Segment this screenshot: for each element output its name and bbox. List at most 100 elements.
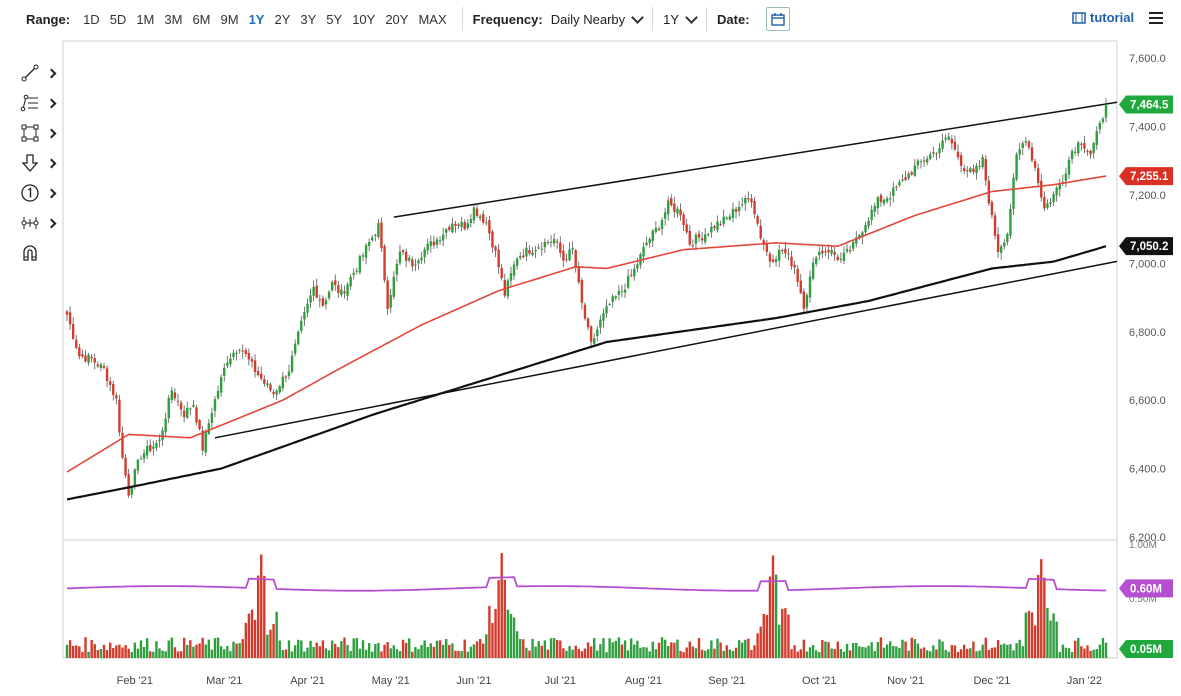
- candle-body: [1033, 161, 1037, 168]
- volume-bar: [99, 649, 103, 658]
- range-button-1y[interactable]: 1Y: [248, 11, 265, 27]
- candle-body: [762, 240, 765, 245]
- candle-body: [1012, 177, 1015, 209]
- candle-body: [250, 359, 254, 362]
- volume-bar: [938, 639, 941, 658]
- volume-bar: [975, 651, 978, 658]
- volume-bar: [574, 645, 577, 658]
- rectangle-tool-icon: [21, 124, 39, 142]
- volume-bar: [201, 637, 204, 658]
- volume-bar: [528, 650, 531, 658]
- volume-bar: [1077, 637, 1080, 658]
- volume-bar: [827, 642, 830, 658]
- volume-bar: [213, 638, 217, 658]
- y-tick-label: 6,400.0: [1129, 464, 1166, 476]
- candle-body: [851, 241, 855, 249]
- volume-bar: [864, 647, 867, 658]
- volume-bar: [577, 648, 580, 658]
- volume-bar: [361, 640, 365, 658]
- divider: [461, 7, 463, 31]
- volume-bar: [1036, 574, 1040, 658]
- magnet-tool[interactable]: [20, 238, 60, 268]
- range-button-5y[interactable]: 5Y: [326, 11, 343, 27]
- candle-body: [577, 266, 580, 283]
- range-button-3y[interactable]: 3Y: [300, 11, 317, 27]
- volume-bar: [389, 648, 392, 658]
- volume-bar: [469, 646, 473, 658]
- candle-body: [707, 233, 710, 235]
- volume-bar: [593, 638, 596, 658]
- x-tick-label: Oct '21: [802, 675, 837, 687]
- candle-body: [525, 247, 528, 257]
- candle-body: [938, 148, 941, 154]
- volume-bar: [158, 648, 161, 658]
- volume-bar: [534, 646, 537, 658]
- candle-body: [953, 141, 957, 150]
- volume-bar: [272, 623, 275, 658]
- range-button-5d[interactable]: 5D: [109, 11, 127, 27]
- candle-body: [580, 280, 584, 303]
- trendline-tool[interactable]: [20, 58, 60, 88]
- candle-body: [645, 242, 648, 246]
- candle-body: [972, 168, 975, 172]
- volume-bar: [950, 645, 954, 658]
- price-chart[interactable]: 6,200.0 6,400.0 6,600.0 6,800.0 7,000.0 7,200…: [0, 38, 1181, 696]
- range-button-6m[interactable]: 6M: [192, 11, 211, 27]
- candle-body: [380, 222, 383, 249]
- range-button-3m[interactable]: 3M: [164, 11, 183, 27]
- volume-bar: [420, 644, 423, 658]
- drawing-tools-panel: [20, 58, 60, 268]
- candle-body: [1086, 150, 1089, 152]
- range-button-2y[interactable]: 2Y: [274, 11, 291, 27]
- candle-body: [226, 362, 229, 366]
- volume-bar: [506, 609, 510, 658]
- candle-body: [543, 241, 547, 248]
- hamburger-menu-icon[interactable]: [1149, 12, 1163, 24]
- toolbar: Range: 1D 5D 1M 3M 6M 9M 1Y 2Y 3Y 5Y 10Y 20Y MAX Fre…: [0, 0, 1181, 38]
- measure-tool[interactable]: [20, 208, 60, 238]
- tutorial-link[interactable]: tutorial: [1072, 10, 1134, 25]
- candle-body: [167, 398, 170, 419]
- candle-body: [636, 264, 639, 269]
- range-button-1d[interactable]: 1D: [83, 11, 100, 27]
- candle-body: [503, 280, 506, 296]
- volume-bar: [136, 648, 140, 658]
- frequency-dropdown[interactable]: Daily Nearby: [551, 10, 645, 27]
- candle-body: [657, 228, 661, 231]
- moving-averages: [66, 175, 1107, 501]
- candle-body: [327, 291, 331, 299]
- candle-body: [670, 198, 673, 206]
- range-button-1m[interactable]: 1M: [136, 11, 155, 27]
- volume-bar: [343, 637, 346, 658]
- candle-body: [654, 227, 658, 232]
- candle-body: [716, 221, 719, 230]
- range-button-max[interactable]: MAX: [418, 11, 447, 27]
- range-button-10y[interactable]: 10Y: [352, 11, 376, 27]
- volume-bar: [771, 555, 775, 658]
- candle-body: [512, 264, 516, 276]
- range-button-9m[interactable]: 9M: [220, 11, 239, 27]
- candle-body: [660, 220, 664, 230]
- chart-frame: [62, 40, 1118, 659]
- range-button-20y[interactable]: 20Y: [385, 11, 409, 27]
- rectangle-tool[interactable]: [20, 118, 60, 148]
- candle-body: [771, 259, 775, 262]
- candle-body: [429, 241, 433, 246]
- candle-body: [848, 249, 852, 251]
- volume-bar: [731, 650, 735, 658]
- trendlines[interactable]: [214, 101, 1118, 439]
- fib-levels-tool[interactable]: [20, 88, 60, 118]
- candle-body: [472, 207, 476, 221]
- candle-body: [907, 173, 910, 179]
- arrow-tool[interactable]: [20, 148, 60, 178]
- candle-body: [888, 198, 892, 200]
- calendar-button[interactable]: [765, 7, 790, 31]
- number-annotation-tool[interactable]: [20, 178, 60, 208]
- candle-body: [411, 259, 414, 267]
- volume-bar: [895, 646, 898, 658]
- volume-bar: [303, 651, 306, 658]
- candle-body: [133, 469, 137, 487]
- volume-bar: [1003, 643, 1006, 658]
- candle-body: [1067, 159, 1071, 175]
- period-dropdown[interactable]: 1Y: [663, 10, 698, 27]
